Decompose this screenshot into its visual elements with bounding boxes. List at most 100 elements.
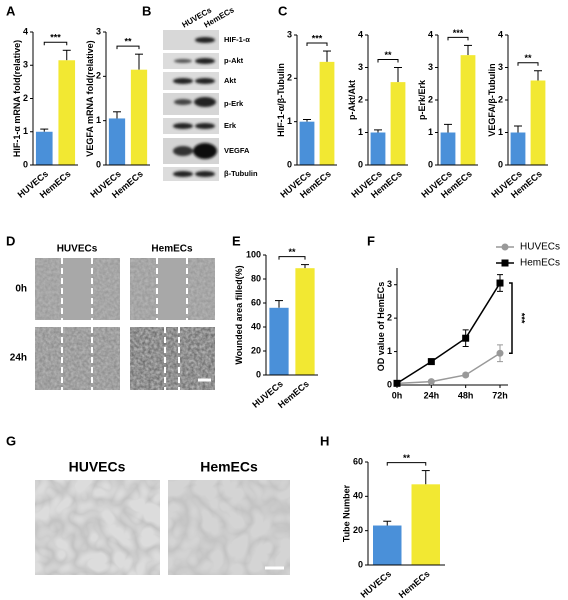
y-tick-label: 1 bbox=[498, 127, 503, 137]
y-tick-label: 1 bbox=[287, 116, 292, 126]
row-label: 0h bbox=[15, 284, 27, 295]
y-tick-label: 80 bbox=[251, 273, 261, 283]
wound-images bbox=[35, 258, 215, 390]
y-tick-label: 3 bbox=[23, 60, 28, 70]
y-tick-label: 3 bbox=[96, 26, 101, 36]
blot-band bbox=[173, 146, 193, 156]
bar bbox=[35, 131, 53, 165]
protein-label: Akt bbox=[224, 76, 237, 85]
blot-band bbox=[195, 58, 215, 64]
marker bbox=[427, 378, 435, 386]
column-label: HUVECs bbox=[57, 244, 98, 255]
blot-band bbox=[193, 143, 217, 159]
legend-label: HUVECs bbox=[520, 242, 560, 253]
x-tick-label: HemECs bbox=[397, 569, 432, 600]
x-tick-label: 0h bbox=[392, 390, 403, 400]
y-tick-label: 2 bbox=[428, 94, 433, 104]
significance-label: *** bbox=[453, 28, 464, 38]
significance-label: ** bbox=[288, 247, 296, 257]
panel-letter: H bbox=[320, 433, 329, 448]
significance-bracket bbox=[517, 62, 539, 66]
blot-band bbox=[195, 171, 215, 177]
x-tick-label: 24h bbox=[424, 390, 440, 400]
y-tick-label: 4 bbox=[498, 29, 503, 39]
x-tick-label: 72h bbox=[492, 390, 508, 400]
significance-bracket bbox=[43, 41, 68, 46]
legend-marker bbox=[501, 243, 509, 251]
blot-band bbox=[174, 99, 192, 105]
blot-band bbox=[195, 123, 215, 129]
bar bbox=[510, 132, 526, 165]
wound-gap bbox=[157, 258, 187, 320]
y-tick-label: 3 bbox=[387, 279, 392, 289]
y-tick-label: 1 bbox=[96, 115, 101, 125]
significance-label: *** bbox=[517, 313, 527, 324]
bar bbox=[108, 118, 126, 165]
y-axis-label: HIF-1-α mRNA fold(relative) bbox=[12, 40, 22, 157]
bar bbox=[440, 132, 456, 165]
protein-label: HIF-1-α bbox=[224, 35, 250, 44]
significance-bracket bbox=[278, 256, 306, 260]
significance-bracket bbox=[447, 36, 469, 41]
y-tick-label: 2 bbox=[358, 94, 363, 104]
y-tick-label: 1 bbox=[23, 126, 28, 136]
y-tick-label: 0 bbox=[498, 159, 503, 169]
y-axis-label: Wounded area filled(%) bbox=[234, 265, 244, 364]
panel-letter: D bbox=[6, 233, 15, 248]
x-tick-label: HUVECs bbox=[359, 569, 393, 600]
significance-label: ** bbox=[384, 50, 392, 60]
bar bbox=[411, 484, 440, 565]
row-label: 24h bbox=[10, 353, 27, 364]
y-tick-label: 3 bbox=[428, 62, 433, 72]
bar bbox=[130, 69, 148, 165]
protein-label: p-Akt bbox=[224, 56, 244, 65]
y-tick-label: 60 bbox=[353, 456, 363, 466]
significance-label: ** bbox=[403, 453, 411, 463]
blot-band bbox=[194, 97, 216, 107]
y-tick-label: 40 bbox=[353, 491, 363, 501]
y-tick-label: 2 bbox=[23, 93, 28, 103]
blot-band bbox=[173, 171, 193, 177]
bar bbox=[269, 307, 289, 375]
marker bbox=[496, 349, 504, 357]
wound-gap bbox=[62, 258, 92, 320]
y-tick-label: 3 bbox=[498, 62, 503, 72]
significance-label: ** bbox=[524, 53, 532, 63]
y-tick-label: 100 bbox=[246, 249, 261, 259]
column-label: HUVECs bbox=[69, 459, 126, 475]
blot-panel bbox=[163, 30, 219, 181]
bar bbox=[390, 82, 406, 165]
significance-label: *** bbox=[50, 33, 61, 43]
blot-band bbox=[173, 123, 193, 129]
panel-letter: A bbox=[6, 3, 16, 18]
y-axis-label: p-Erk/Erk bbox=[417, 79, 427, 120]
column-label: HemECs bbox=[200, 459, 258, 475]
protein-label: VEGFA bbox=[224, 146, 250, 155]
panel-letter: G bbox=[6, 433, 16, 448]
legend-marker bbox=[501, 259, 509, 267]
marker bbox=[462, 334, 470, 342]
y-tick-label: 2 bbox=[498, 94, 503, 104]
panel-letter: F bbox=[367, 233, 375, 248]
significance-label: *** bbox=[312, 33, 323, 43]
significance-bracket bbox=[116, 45, 140, 50]
protein-label: β-Tubulin bbox=[224, 169, 258, 178]
x-tick-label: 48h bbox=[458, 390, 474, 400]
y-tick-label: 1 bbox=[358, 127, 363, 137]
y-tick-label: 0 bbox=[287, 159, 292, 169]
y-tick-label: 2 bbox=[96, 71, 101, 81]
bar bbox=[460, 55, 476, 165]
marker bbox=[496, 279, 504, 287]
y-tick-label: 0 bbox=[428, 159, 433, 169]
blot-band bbox=[173, 78, 193, 84]
y-axis-label: VEGFA/β-Tubulin bbox=[487, 63, 497, 136]
blot-band bbox=[195, 78, 215, 84]
legend-label: HemECs bbox=[520, 258, 560, 269]
y-axis-label: p-Akt/Akt bbox=[347, 80, 357, 120]
panel-letter: C bbox=[278, 3, 288, 18]
significance-bracket bbox=[386, 462, 427, 466]
micrograph-texture bbox=[168, 480, 290, 575]
significance-label: ** bbox=[124, 37, 132, 47]
marker bbox=[462, 371, 470, 379]
